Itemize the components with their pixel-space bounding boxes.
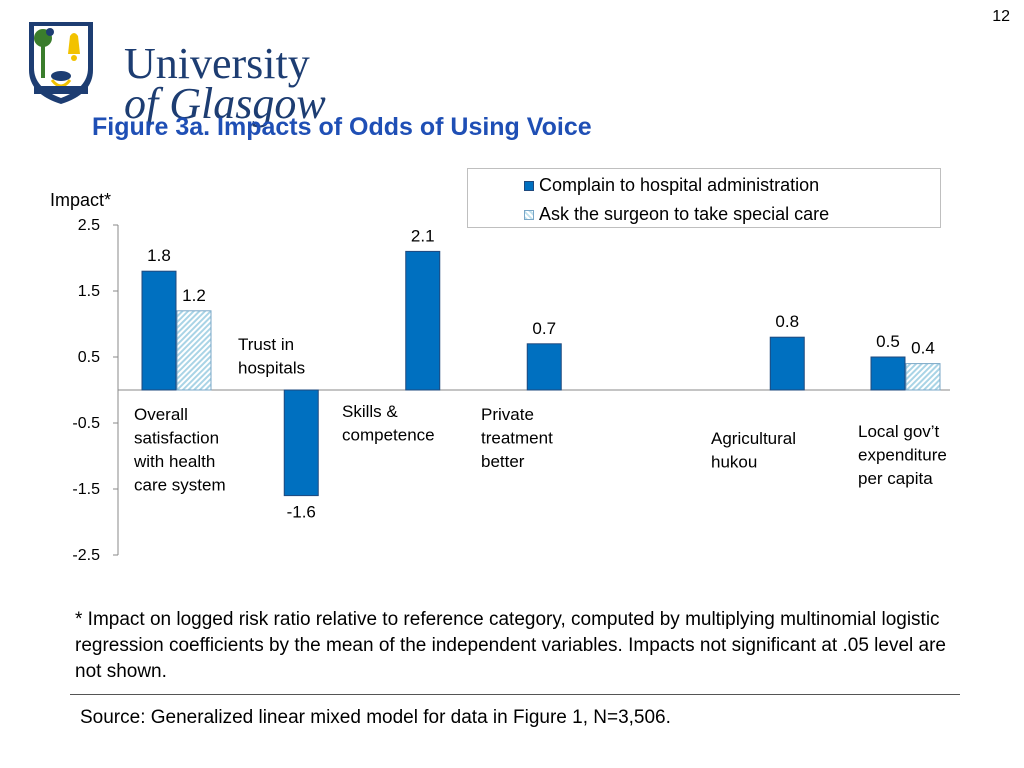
category-label: Local gov’t expenditure per capita <box>858 422 947 488</box>
y-tick-label: 2.5 <box>78 217 100 234</box>
legend-label-ask-surgeon: Ask the surgeon to take special care <box>539 204 830 224</box>
category-label: Overall satisfaction with health care syste… <box>133 405 226 495</box>
bar-complain <box>405 250 441 391</box>
bar-ask-surgeon <box>176 310 212 391</box>
category-label: Skills & competence <box>342 402 435 445</box>
category-label: Private treatment better <box>481 405 553 471</box>
bar-complain <box>141 270 177 391</box>
logo-university-word: University <box>124 39 310 88</box>
y-tick-label: 1.5 <box>78 283 100 300</box>
bar-complain <box>870 356 906 391</box>
data-label-complain: 2.1 <box>411 226 435 245</box>
bar-ask-surgeon <box>905 363 941 391</box>
crest-icon <box>29 22 93 104</box>
bar-chart: Impact* 2.5 1.5 0.5 -0.5 -1.5 -2.5 1.8 1.2 Overal… <box>50 190 950 564</box>
bar-complain <box>769 336 805 391</box>
y-tick-label: -2.5 <box>72 547 100 564</box>
data-label-ask-surgeon: 1.2 <box>182 286 206 305</box>
y-tick-label: -0.5 <box>72 415 100 432</box>
legend-entry-ask-surgeon: Ask the surgeon to take special care <box>524 204 829 225</box>
data-label-ask-surgeon: 0.4 <box>911 339 935 358</box>
university-logo: University of Glasgow <box>26 20 326 126</box>
category-label: Trust in hospitals <box>238 335 305 378</box>
divider <box>70 694 960 695</box>
category-label: Agricultural hukou <box>711 429 796 472</box>
data-label-complain: 1.8 <box>147 246 171 265</box>
data-label-complain: -1.6 <box>287 503 316 522</box>
data-label-complain: 0.5 <box>876 332 900 351</box>
source-note: Source: Generalized linear mixed model f… <box>80 707 671 728</box>
legend-swatch-hatched <box>524 209 534 220</box>
y-tick-label: -1.5 <box>72 481 100 498</box>
data-label-complain: 0.7 <box>532 319 556 338</box>
page-number: 12 <box>992 8 1010 25</box>
legend-label-complain: Complain to hospital administration <box>539 175 820 195</box>
footnote: * Impact on logged risk ratio relative t… <box>75 609 946 682</box>
y-tick-label: 0.5 <box>78 349 100 366</box>
chart-legend: Complain to hospital administration Ask … <box>467 168 941 228</box>
bar-complain <box>526 343 562 391</box>
data-label-complain: 0.8 <box>775 312 799 331</box>
y-axis-label: Impact* <box>50 190 111 210</box>
logo-of-glasgow-word: of Glasgow <box>124 79 326 128</box>
bar-complain <box>283 389 319 497</box>
legend-swatch-solid <box>524 180 534 191</box>
figure-title: Figure 3a. Impacts of Odds of Using Voic… <box>92 113 592 141</box>
legend-entry-complain: Complain to hospital administration <box>524 175 819 196</box>
